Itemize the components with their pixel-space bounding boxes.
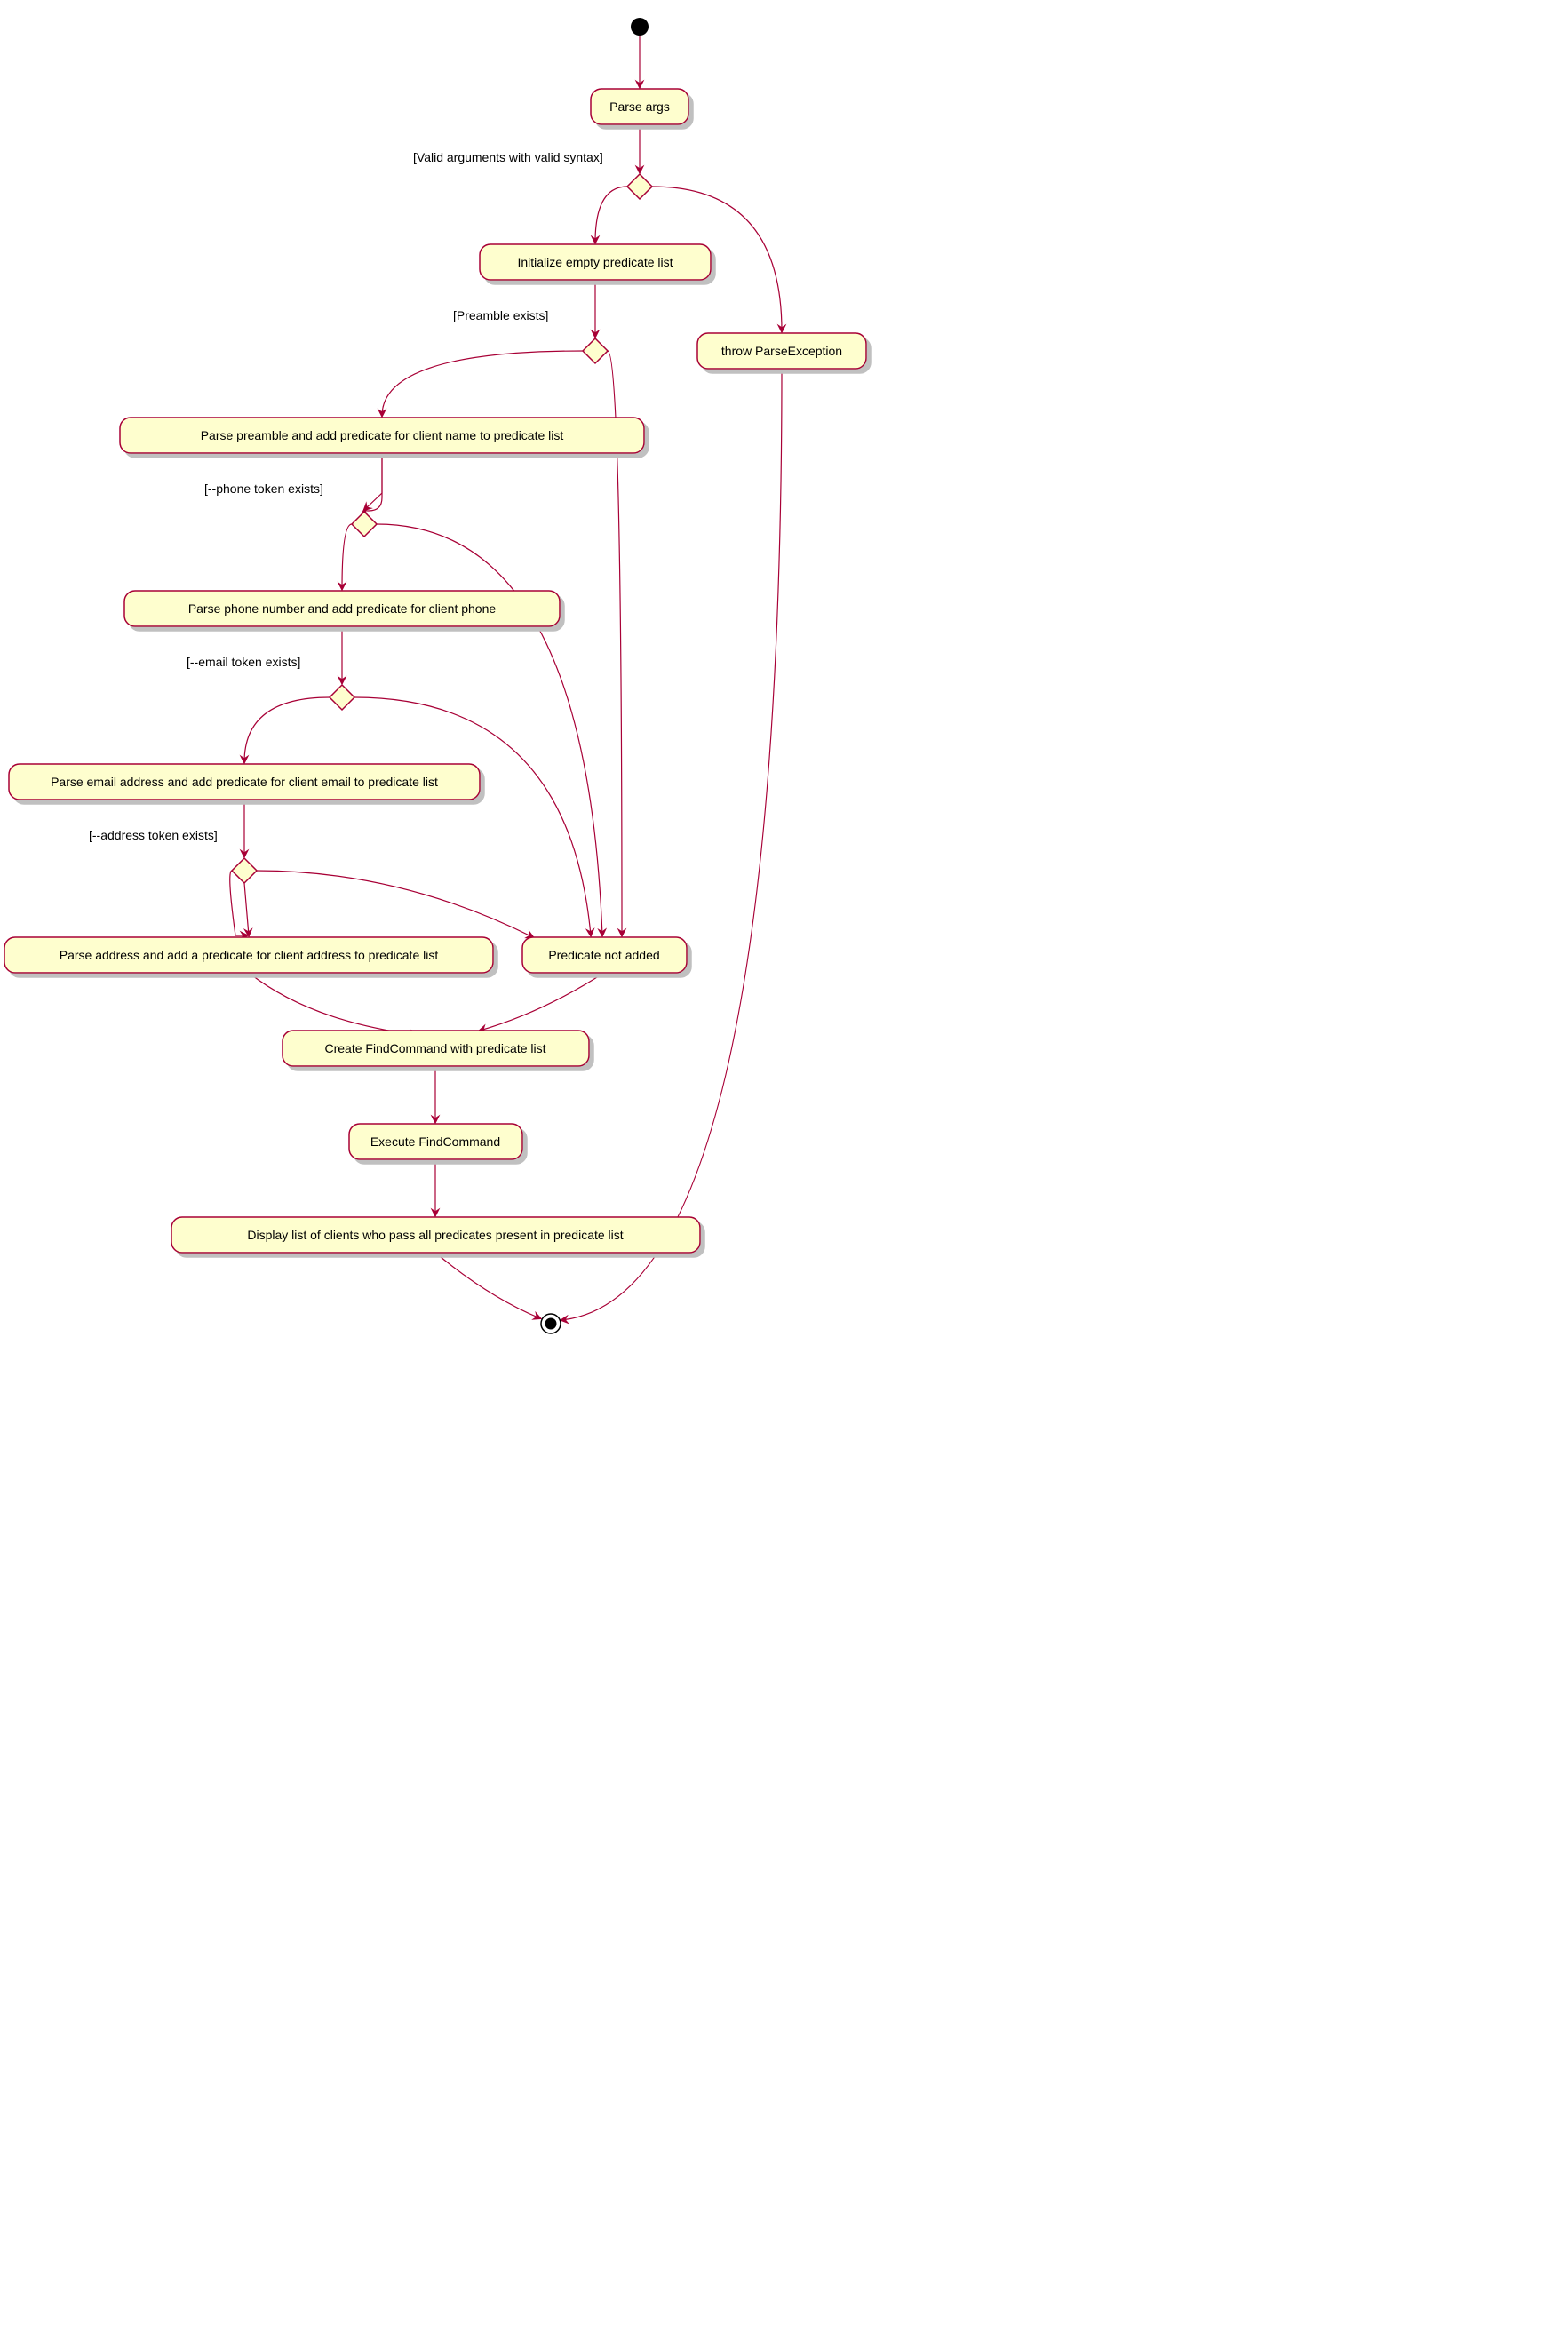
text-email: Parse email address and add predicate fo… (51, 775, 438, 789)
edge-d2-preamble (382, 351, 583, 416)
text-phone: Parse phone number and add predicate for… (188, 601, 497, 616)
nodes: Parse args Initialize empty predicate li… (4, 18, 866, 1333)
start-node (631, 18, 649, 36)
label-phone: [--phone token exists] (204, 482, 323, 496)
end-node (541, 1314, 561, 1333)
edge-preamble-d3b (364, 453, 382, 510)
text-address: Parse address and add a predicate for cl… (60, 948, 439, 962)
edge-throw-end (561, 369, 782, 1320)
decision-d3 (352, 512, 377, 537)
text-throw: throw ParseException (721, 344, 842, 358)
label-email: [--email token exists] (187, 655, 300, 669)
text-init-list: Initialize empty predicate list (517, 255, 673, 269)
edge-skip-create (480, 973, 604, 1031)
label-preamble: [Preamble exists] (453, 308, 548, 322)
edge-address-create (249, 973, 418, 1035)
decision-d1 (627, 174, 652, 199)
edge-d3-skip (377, 524, 602, 935)
text-display: Display list of clients who pass all pre… (247, 1228, 623, 1242)
text-execute: Execute FindCommand (370, 1134, 500, 1149)
activity-diagram: [Valid arguments with valid syntax] [Pre… (0, 0, 906, 1350)
text-parse-args: Parse args (609, 99, 670, 114)
edge-d4-skip (354, 697, 591, 935)
decision-d5 (232, 858, 257, 883)
edge-d1-init (595, 187, 627, 243)
decision-d4 (330, 685, 354, 710)
edge-d5-skip (257, 871, 533, 937)
edge-d5-addressF (244, 883, 249, 935)
decision-d2 (583, 338, 608, 363)
text-create: Create FindCommand with predicate list (325, 1041, 546, 1055)
label-address: [--address token exists] (89, 828, 218, 842)
label-valid-args: [Valid arguments with valid syntax] (413, 150, 603, 164)
text-preamble: Parse preamble and add predicate for cli… (201, 428, 564, 442)
edge-display-end (435, 1253, 540, 1318)
edge-d4-email (244, 697, 330, 762)
text-not-added: Predicate not added (548, 948, 659, 962)
edge-d3-phone (342, 524, 352, 589)
